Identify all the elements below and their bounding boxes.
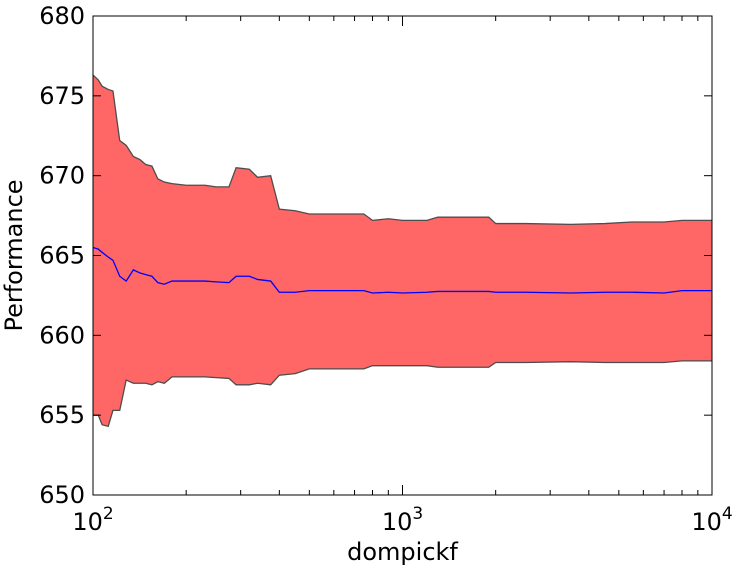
y-tick-label: 665 bbox=[39, 242, 85, 270]
x-tick-label: 104 bbox=[691, 504, 732, 536]
y-axis-label: Performance bbox=[0, 179, 28, 331]
x-tick-label: 103 bbox=[382, 504, 423, 536]
y-tick-label: 680 bbox=[39, 2, 85, 30]
plot-area bbox=[92, 74, 712, 428]
confidence-band bbox=[93, 75, 712, 427]
lower-bound-line bbox=[93, 360, 712, 428]
y-tick-label: 670 bbox=[39, 162, 85, 190]
mean-line bbox=[92, 246, 712, 294]
upper-bound-line bbox=[92, 74, 712, 226]
y-tick-label: 660 bbox=[39, 321, 85, 349]
y-tick-label: 655 bbox=[39, 401, 85, 429]
x-axis-label: dompickf bbox=[347, 538, 458, 566]
x-tick-label: 102 bbox=[72, 504, 113, 536]
y-tick-label: 675 bbox=[39, 82, 85, 110]
ticks: 650 655 660 665 670 675 680 102 103 104 bbox=[39, 2, 733, 536]
y-tick-label: 650 bbox=[39, 481, 85, 509]
